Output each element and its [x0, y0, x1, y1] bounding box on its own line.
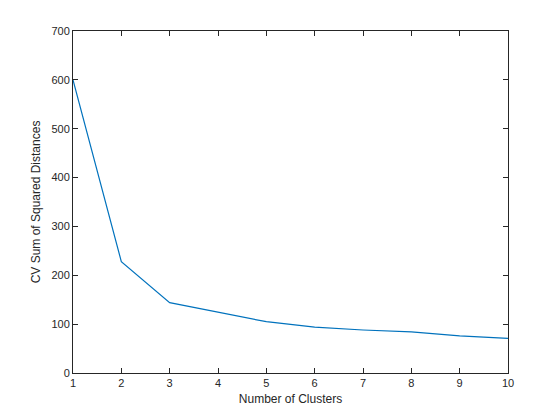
svg-text:10: 10: [502, 377, 514, 389]
svg-text:Number of Clusters: Number of Clusters: [239, 392, 342, 406]
svg-text:4: 4: [215, 377, 221, 389]
svg-text:200: 200: [51, 269, 69, 281]
svg-text:5: 5: [263, 377, 269, 389]
svg-text:600: 600: [51, 74, 69, 86]
svg-text:3: 3: [167, 377, 173, 389]
svg-text:2: 2: [118, 377, 124, 389]
svg-text:100: 100: [51, 318, 69, 330]
svg-text:0: 0: [64, 367, 70, 379]
svg-text:400: 400: [51, 171, 69, 183]
svg-text:500: 500: [51, 123, 69, 135]
svg-text:9: 9: [457, 377, 463, 389]
svg-text:1: 1: [70, 377, 76, 389]
svg-text:300: 300: [51, 220, 69, 232]
svg-text:7: 7: [360, 377, 366, 389]
svg-text:700: 700: [51, 25, 69, 37]
svg-text:6: 6: [312, 377, 318, 389]
svg-text:CV Sum of Squared Distances: CV Sum of Squared Distances: [29, 121, 43, 284]
svg-text:8: 8: [408, 377, 414, 389]
